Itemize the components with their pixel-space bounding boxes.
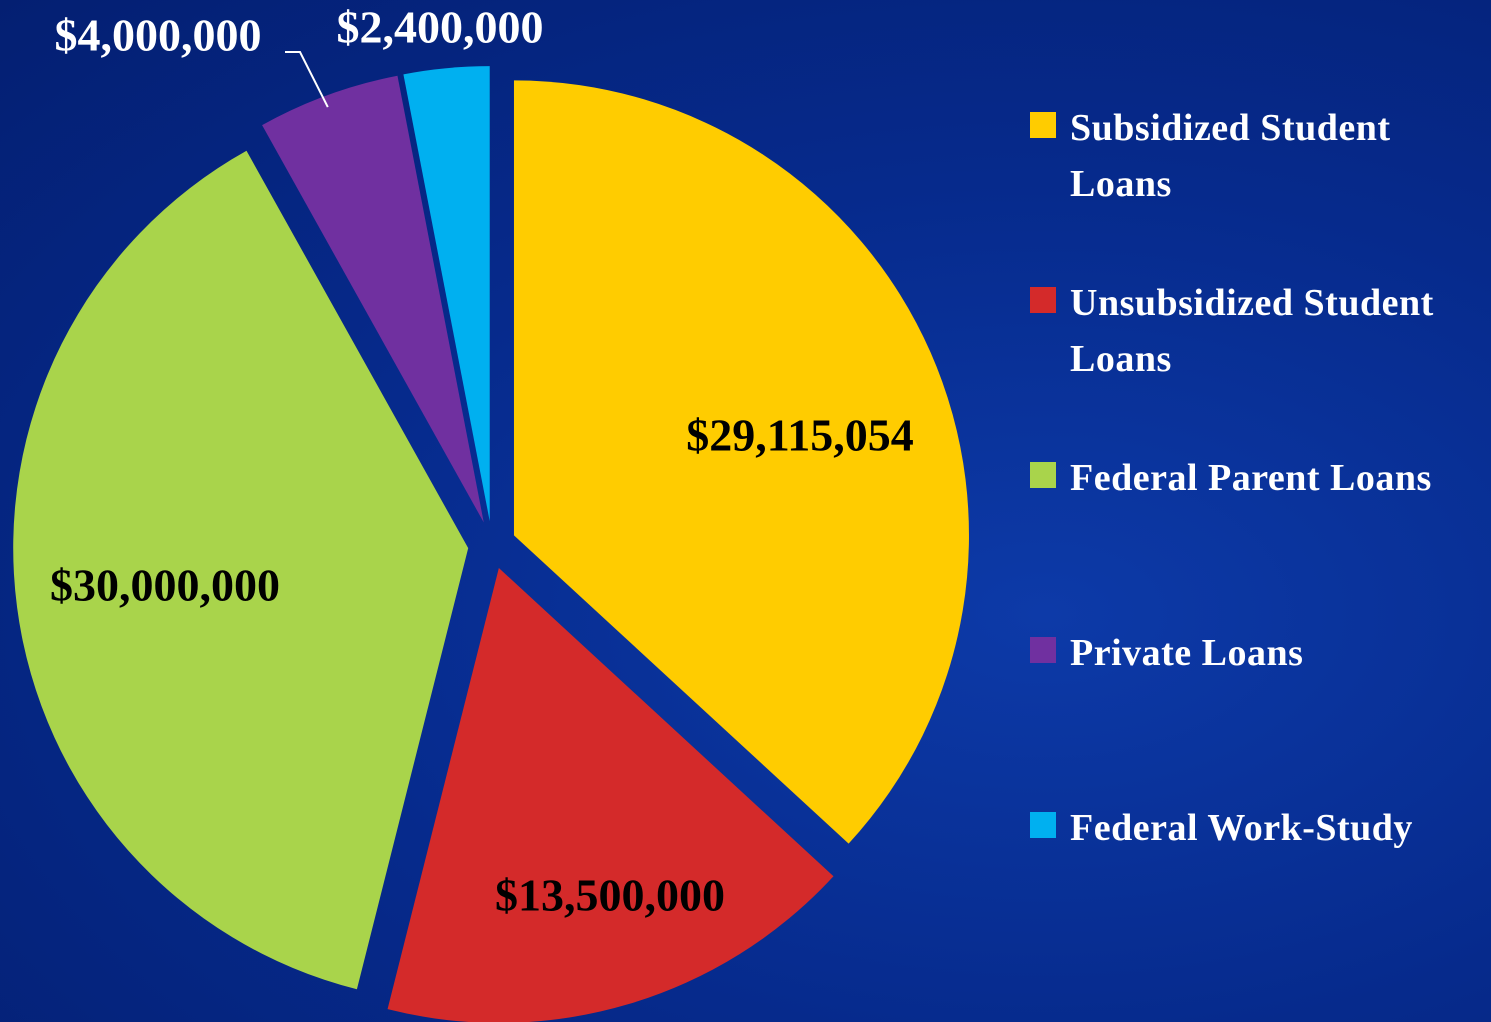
data-label: $29,115,054 bbox=[686, 410, 913, 461]
legend-item: Unsubsidized Student Loans bbox=[1030, 275, 1480, 450]
leader-line bbox=[285, 51, 329, 108]
legend-label: Private Loans bbox=[1070, 632, 1304, 674]
pie-slice bbox=[262, 75, 484, 523]
legend-swatch bbox=[1030, 637, 1056, 663]
legend-swatch bbox=[1030, 812, 1056, 838]
legend-item: Federal Parent Loans bbox=[1030, 450, 1480, 625]
legend-item: Private Loans bbox=[1030, 625, 1480, 800]
legend-swatch bbox=[1030, 462, 1056, 488]
legend-label: Unsubsidized Student Loans bbox=[1070, 282, 1434, 380]
legend-label: Subsidized Student Loans bbox=[1070, 107, 1391, 205]
legend: Subsidized Student Loans Unsubsidized Stu… bbox=[1030, 100, 1480, 975]
legend-label: Federal Work-Study bbox=[1070, 807, 1413, 849]
pie-slice bbox=[403, 66, 490, 522]
legend-label: Federal Parent Loans bbox=[1070, 457, 1432, 499]
data-label: $2,400,000 bbox=[337, 2, 544, 53]
pie-slice bbox=[13, 150, 469, 990]
legend-swatch bbox=[1030, 287, 1056, 313]
data-label: $4,000,000 bbox=[55, 10, 262, 61]
pie-slice bbox=[513, 80, 969, 844]
data-label: $30,000,000 bbox=[50, 560, 280, 611]
pie-slice bbox=[387, 568, 834, 1022]
data-label: $13,500,000 bbox=[495, 870, 725, 921]
legend-item: Federal Work-Study bbox=[1030, 800, 1480, 975]
legend-swatch bbox=[1030, 112, 1056, 138]
legend-item: Subsidized Student Loans bbox=[1030, 100, 1480, 275]
